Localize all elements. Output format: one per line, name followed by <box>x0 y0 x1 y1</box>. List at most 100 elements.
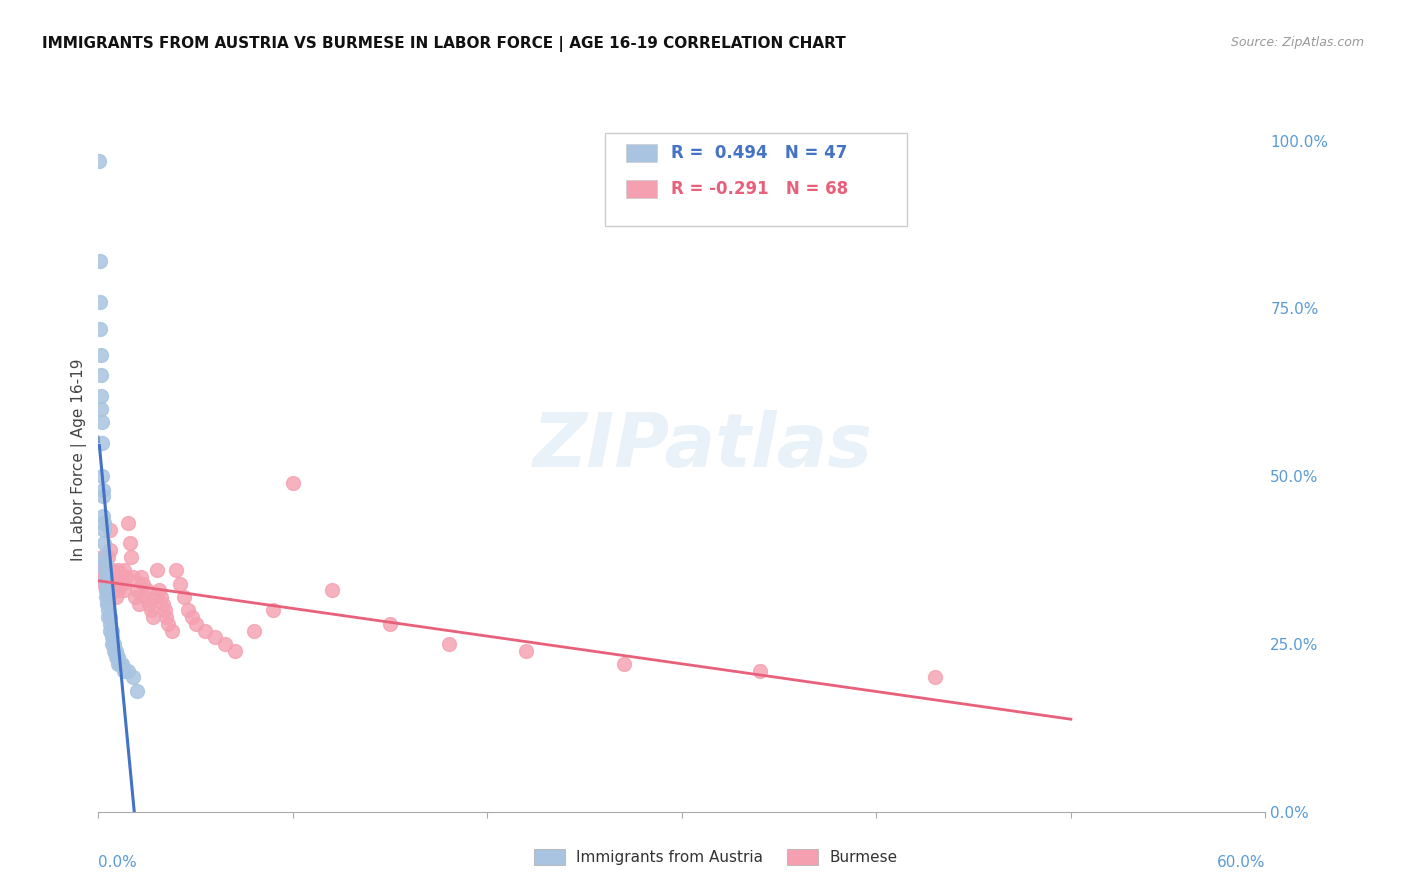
Point <box>437 637 460 651</box>
Point <box>281 475 304 490</box>
Point <box>142 610 165 624</box>
Point <box>152 597 174 611</box>
Point <box>91 549 114 564</box>
Point <box>101 576 124 591</box>
Point <box>180 610 202 624</box>
Text: ZIPatlas: ZIPatlas <box>533 409 873 483</box>
Point <box>138 597 160 611</box>
Point <box>224 643 246 657</box>
Point <box>98 610 121 624</box>
Point <box>91 469 114 483</box>
Text: R =  0.494   N = 47: R = 0.494 N = 47 <box>671 145 848 162</box>
Point <box>173 590 195 604</box>
Point <box>924 671 946 685</box>
Point <box>104 590 127 604</box>
Point <box>98 543 121 558</box>
Point <box>96 563 118 577</box>
Point <box>103 570 125 584</box>
Y-axis label: In Labor Force | Age 16-19: In Labor Force | Age 16-19 <box>72 358 87 561</box>
Point <box>177 603 200 617</box>
Point <box>91 483 114 497</box>
Point <box>107 650 129 665</box>
Point <box>748 664 770 678</box>
Point <box>96 576 118 591</box>
Point <box>134 590 156 604</box>
Point <box>97 610 120 624</box>
Point <box>96 597 118 611</box>
Point <box>146 563 169 577</box>
Point <box>184 616 207 631</box>
Point <box>89 321 111 335</box>
Point <box>132 576 155 591</box>
Point <box>214 637 236 651</box>
Point <box>122 671 145 685</box>
Point <box>89 254 111 268</box>
Text: Immigrants from Austria: Immigrants from Austria <box>576 850 763 864</box>
Point <box>139 603 162 617</box>
Text: Burmese: Burmese <box>830 850 897 864</box>
Point <box>112 563 135 577</box>
Point <box>98 616 121 631</box>
Point <box>97 603 120 617</box>
Point <box>91 570 114 584</box>
Point <box>90 402 112 417</box>
Point <box>101 630 124 644</box>
Point <box>117 516 139 530</box>
Point <box>101 637 124 651</box>
Point <box>165 563 187 577</box>
Point <box>91 509 114 524</box>
Point <box>93 576 115 591</box>
Point <box>127 583 149 598</box>
Point <box>104 643 127 657</box>
Point <box>96 583 118 598</box>
Point <box>97 597 120 611</box>
Point <box>155 610 177 624</box>
Point <box>101 563 124 577</box>
Point <box>96 570 118 584</box>
Point <box>112 583 135 598</box>
Point <box>122 570 145 584</box>
Point <box>128 597 150 611</box>
Point <box>94 557 117 571</box>
Point <box>108 570 131 584</box>
Point <box>111 657 134 671</box>
Point <box>91 489 114 503</box>
Point <box>98 523 121 537</box>
Point <box>89 153 111 168</box>
Point <box>89 563 111 577</box>
Point <box>143 590 166 604</box>
Point <box>263 603 285 617</box>
Point <box>613 657 636 671</box>
Point <box>162 624 184 638</box>
Point <box>121 549 143 564</box>
Point <box>93 523 115 537</box>
Point <box>153 603 176 617</box>
Point <box>169 576 191 591</box>
Point <box>91 435 114 450</box>
Point <box>98 624 121 638</box>
Point <box>243 624 266 638</box>
Point <box>107 583 129 598</box>
Text: IMMIGRANTS FROM AUSTRIA VS BURMESE IN LABOR FORCE | AGE 16-19 CORRELATION CHART: IMMIGRANTS FROM AUSTRIA VS BURMESE IN LA… <box>42 36 846 52</box>
Point <box>136 583 159 598</box>
Point <box>118 536 141 550</box>
Point <box>93 536 115 550</box>
Point <box>104 650 127 665</box>
Point <box>97 570 120 584</box>
Text: Source: ZipAtlas.com: Source: ZipAtlas.com <box>1230 36 1364 49</box>
Point <box>96 590 118 604</box>
Point <box>93 516 115 530</box>
Point <box>103 643 125 657</box>
Point <box>194 624 217 638</box>
Text: 0.0%: 0.0% <box>98 855 138 870</box>
Point <box>90 389 112 403</box>
Point <box>101 624 124 638</box>
Point <box>380 616 402 631</box>
Point <box>97 590 120 604</box>
Point <box>157 616 180 631</box>
Point <box>114 570 136 584</box>
Text: R = -0.291   N = 68: R = -0.291 N = 68 <box>671 180 848 198</box>
Point <box>94 563 117 577</box>
Point <box>112 664 135 678</box>
Point <box>111 576 134 591</box>
